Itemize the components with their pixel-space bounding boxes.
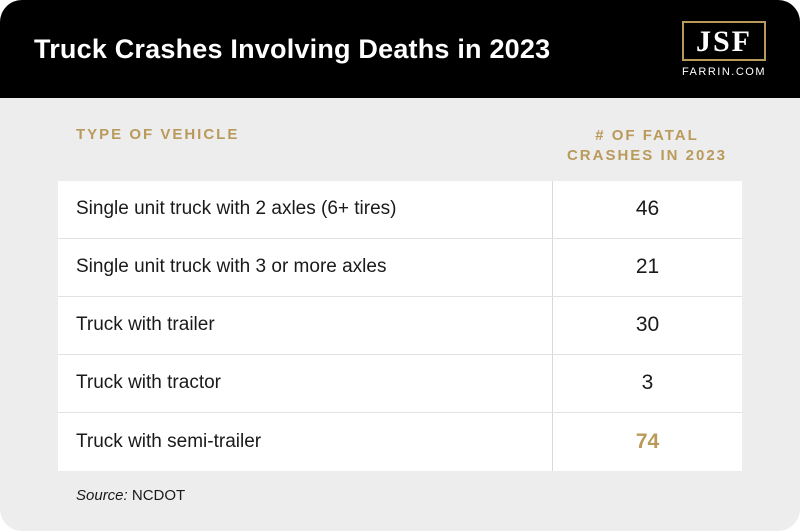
logo-frame: JSF: [682, 21, 766, 61]
cell-fatal-count: 74: [552, 413, 742, 471]
cell-fatal-count: 46: [552, 181, 742, 238]
source-label: Source:: [76, 487, 128, 504]
cell-vehicle-type: Truck with semi-trailer: [58, 431, 552, 453]
cell-fatal-count: 3: [552, 355, 742, 412]
source-value: NCDOT: [132, 487, 185, 504]
col-header-type: TYPE OF VEHICLE: [58, 126, 552, 167]
source-line: Source: NCDOT: [0, 471, 800, 504]
brand-logo: JSF FARRIN.COM: [682, 21, 766, 78]
cell-fatal-count: 21: [552, 239, 742, 296]
cell-fatal-count: 30: [552, 297, 742, 354]
infographic-card: Truck Crashes Involving Deaths in 2023 J…: [0, 0, 800, 531]
table-header-row: TYPE OF VEHICLE # OF FATAL CRASHES IN 20…: [58, 126, 742, 181]
cell-vehicle-type: Truck with tractor: [58, 372, 552, 394]
table-row: Single unit truck with 2 axles (6+ tires…: [58, 181, 742, 239]
page-title: Truck Crashes Involving Deaths in 2023: [34, 34, 550, 65]
cell-vehicle-type: Single unit truck with 2 axles (6+ tires…: [58, 198, 552, 220]
logo-text: JSF: [696, 27, 752, 57]
logo-subtext: FARRIN.COM: [682, 66, 766, 78]
table-body: Single unit truck with 2 axles (6+ tires…: [58, 181, 742, 471]
table-row: Truck with semi-trailer74: [58, 413, 742, 471]
header-bar: Truck Crashes Involving Deaths in 2023 J…: [0, 0, 800, 98]
table-row: Truck with tractor3: [58, 355, 742, 413]
data-table: TYPE OF VEHICLE # OF FATAL CRASHES IN 20…: [0, 98, 800, 471]
col-header-count: # OF FATAL CRASHES IN 2023: [552, 126, 742, 167]
table-row: Single unit truck with 3 or more axles21: [58, 239, 742, 297]
cell-vehicle-type: Single unit truck with 3 or more axles: [58, 256, 552, 278]
cell-vehicle-type: Truck with trailer: [58, 314, 552, 336]
table-row: Truck with trailer30: [58, 297, 742, 355]
